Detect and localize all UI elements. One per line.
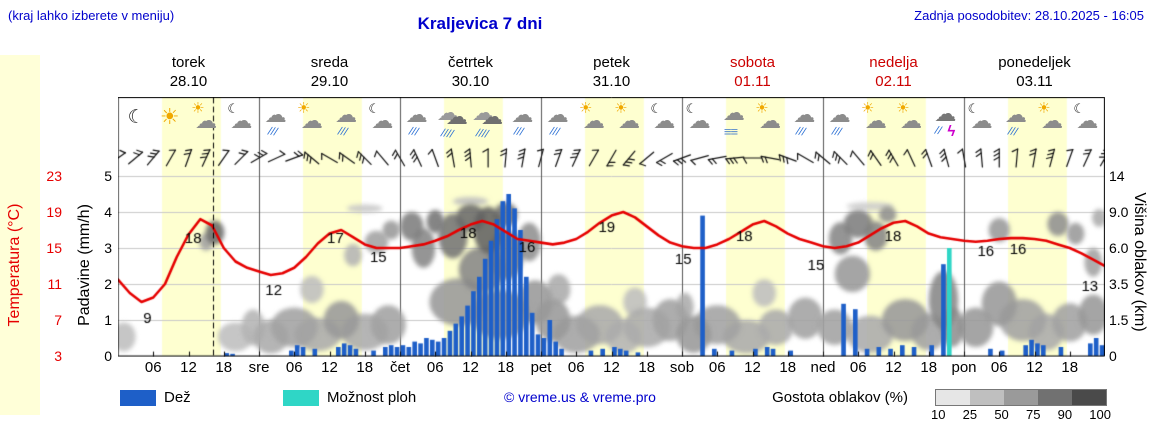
cloud-density-scale-value: 100 — [1089, 407, 1111, 422]
day-date: 28.10 — [169, 73, 208, 90]
x-hour-label: 18 — [497, 359, 515, 376]
x-day-abbrev-čet: čet — [389, 359, 410, 376]
x-day-abbrev-pon: pon — [951, 359, 977, 376]
cloud-density-scale-value: 50 — [994, 407, 1009, 422]
left-margin-strip — [0, 55, 40, 415]
x-hour-label: 18 — [638, 359, 656, 376]
x-hour-label: 06 — [990, 359, 1008, 376]
x-hour-label: 12 — [321, 359, 338, 376]
meteogram-canvas — [118, 97, 1105, 357]
cloud-tick-14: 14 — [1109, 168, 1125, 184]
cloud-tick-9.0: 9.0 — [1109, 204, 1129, 220]
x-hour-label: 12 — [180, 359, 197, 376]
day-name: petek — [593, 54, 630, 71]
x-hour-label: 12 — [462, 359, 479, 376]
day-header-torek: torek 28.10 — [118, 53, 259, 91]
day-name: nedelja — [869, 54, 918, 71]
last-update-timestamp: Zadnja posodobitev: 28.10.2025 - 16:05 — [914, 8, 1144, 23]
x-hour-label: 12 — [885, 359, 902, 376]
day-date: 01.11 — [734, 73, 771, 90]
cloud-density-scale-value: 25 — [962, 407, 978, 422]
page-title: Kraljevica 7 dni — [417, 14, 543, 33]
temp-tick-3: 3 — [54, 348, 62, 364]
day-date: 02.11 — [875, 73, 912, 90]
day-name: sreda — [310, 54, 349, 71]
copyright-link[interactable]: © vreme.us & vreme.pro — [504, 389, 656, 405]
day-header-ponedeljek: ponedeljek 03.11 — [964, 53, 1105, 91]
x-hour-label: 06 — [426, 359, 444, 376]
rain-tick-1: 1 — [104, 312, 112, 328]
cloud-tick-0: 0 — [1109, 348, 1117, 364]
cloud-tick-1.5: 1.5 — [1109, 312, 1129, 328]
day-header-sobota: sobota 01.11 — [682, 53, 823, 91]
rain-tick-3: 3 — [104, 240, 112, 256]
x-hour-label: 06 — [708, 359, 726, 376]
rain-axis-title: Padavine (mm/h) — [76, 204, 93, 326]
x-hour-label: 18 — [215, 359, 233, 376]
day-date: 03.11 — [1016, 73, 1053, 90]
x-day-abbrev-pet: pet — [530, 359, 552, 376]
x-hour-label: 06 — [144, 359, 162, 376]
x-hour-label: 12 — [603, 359, 620, 376]
rain-tick-2: 2 — [104, 276, 112, 292]
day-date: 31.10 — [592, 73, 631, 90]
showers-legend-label: Možnost ploh — [327, 389, 417, 406]
x-hour-label: 18 — [920, 359, 938, 376]
day-name: četrtek — [447, 54, 493, 71]
x-day-abbrev-sob: sob — [669, 359, 695, 376]
showers-legend-swatch — [283, 390, 319, 406]
day-name: ponedeljek — [998, 54, 1071, 71]
rain-tick-0: 0 — [104, 348, 112, 364]
cloud-tick-6.0: 6.0 — [1109, 240, 1129, 256]
temp-tick-23: 23 — [46, 168, 62, 184]
temp-tick-19: 19 — [46, 204, 62, 220]
cloud-density-scale-labels: 10 25 50 75 90 100 — [931, 407, 1111, 422]
temp-axis-title: Temperatura (°C) — [6, 203, 23, 327]
x-hour-label: 18 — [779, 359, 797, 376]
rain-legend-swatch — [120, 390, 156, 406]
x-hour-label: 06 — [567, 359, 585, 376]
day-header-nedelja: nedelja 02.11 — [823, 53, 964, 91]
legend: Dež Možnost ploh © vreme.us & vreme.pro … — [0, 385, 1152, 430]
x-hour-label: 18 — [1061, 359, 1079, 376]
cloud-density-scale — [935, 389, 1107, 406]
x-hour-label: 18 — [356, 359, 374, 376]
cloud-density-scale-value: 75 — [1025, 407, 1041, 422]
temp-tick-11: 11 — [47, 276, 62, 292]
x-day-abbrev-ned: ned — [810, 359, 836, 376]
x-hour-label: 06 — [849, 359, 867, 376]
day-date: 29.10 — [310, 73, 349, 90]
temp-tick-15: 15 — [46, 240, 62, 256]
cloud-density-label: Gostota oblakov (%) — [772, 389, 908, 406]
day-name: sobota — [729, 54, 776, 71]
x-day-abbrev-sre: sre — [248, 359, 270, 376]
day-name: torek — [171, 54, 206, 71]
cloud-density-scale-value: 10 — [931, 407, 946, 422]
day-date: 30.10 — [451, 73, 490, 90]
x-hour-label: 06 — [285, 359, 303, 376]
temp-tick-7: 7 — [54, 312, 62, 328]
cloud-density-scale-value: 90 — [1057, 407, 1073, 422]
x-hour-label: 12 — [744, 359, 761, 376]
rain-legend-label: Dež — [164, 389, 191, 406]
rain-tick-5: 5 — [104, 168, 112, 184]
x-hour-label: 12 — [1026, 359, 1043, 376]
day-header-sreda: sreda 29.10 — [259, 53, 400, 91]
menu-hint: (kraj lahko izberete v meniju) — [8, 8, 175, 23]
day-header-četrtek: četrtek 30.10 — [400, 53, 541, 91]
rain-tick-4: 4 — [104, 204, 112, 220]
cloud-height-axis-title: Višina oblakov (km) — [1131, 192, 1148, 332]
day-header-petek: petek 31.10 — [541, 53, 682, 91]
cloud-tick-3.5: 3.5 — [1109, 276, 1129, 292]
